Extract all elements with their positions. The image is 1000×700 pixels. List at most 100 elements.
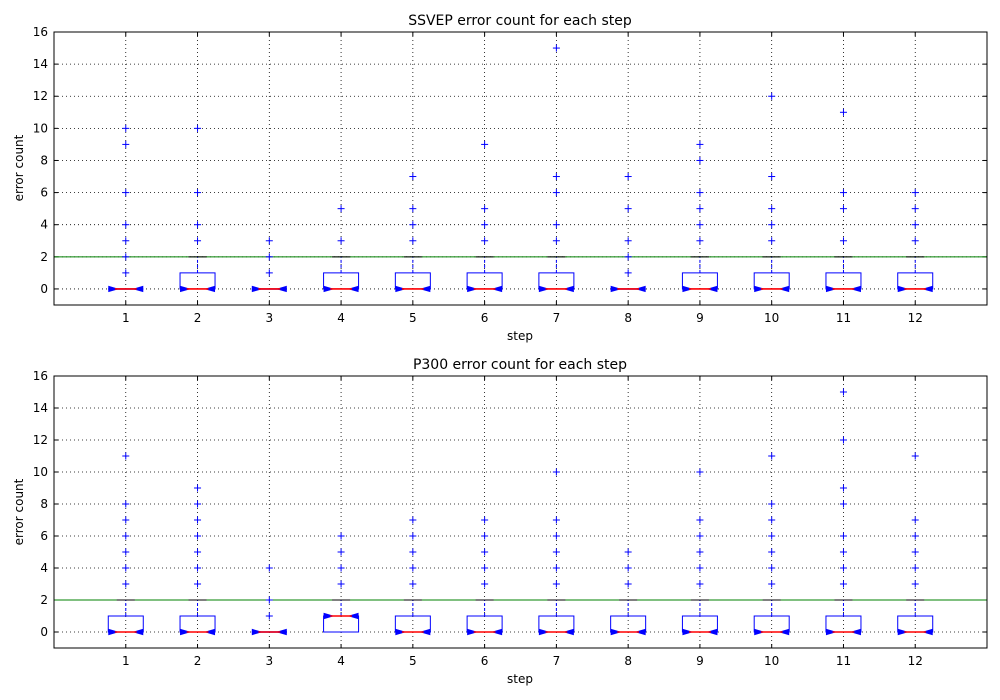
box-step-2 xyxy=(179,484,216,636)
outlier-point xyxy=(337,237,345,245)
x-axis-label: step xyxy=(507,672,533,686)
x-tick-label: 5 xyxy=(409,311,417,325)
outlier-point xyxy=(768,548,776,556)
outlier-point xyxy=(839,500,847,508)
box-step-8 xyxy=(610,548,647,636)
outlier-point xyxy=(265,237,273,245)
box-step-7 xyxy=(538,44,575,293)
notch-left xyxy=(610,628,622,636)
outlier-point xyxy=(409,173,417,181)
outlier-point xyxy=(265,596,273,604)
outlier-point xyxy=(122,500,130,508)
box-step-6 xyxy=(466,516,503,636)
x-tick-label: 10 xyxy=(764,654,779,668)
notch-left xyxy=(897,628,909,636)
outlier-point xyxy=(911,221,919,229)
notch-left xyxy=(682,285,694,293)
box-step-4 xyxy=(323,205,360,293)
outlier-point xyxy=(552,516,560,524)
outlier-point xyxy=(768,221,776,229)
notch-left xyxy=(180,628,192,636)
outlier-point xyxy=(122,124,130,132)
notch-left xyxy=(180,285,192,293)
y-tick-label: 4 xyxy=(40,218,48,232)
outlier-point xyxy=(409,205,417,213)
outlier-point xyxy=(696,221,704,229)
outlier-point xyxy=(624,205,632,213)
outlier-point xyxy=(911,532,919,540)
outlier-point xyxy=(768,92,776,100)
x-tick-label: 12 xyxy=(908,654,923,668)
outlier-point xyxy=(839,205,847,213)
notch-left xyxy=(538,628,550,636)
notch-left xyxy=(323,612,335,620)
outlier-point xyxy=(337,532,345,540)
outlier-point xyxy=(122,269,130,277)
outlier-point xyxy=(552,189,560,197)
outlier-point xyxy=(552,564,560,572)
y-tick-label: 16 xyxy=(33,25,48,39)
y-tick-label: 8 xyxy=(40,153,48,167)
x-tick-label: 9 xyxy=(696,654,704,668)
notch-right xyxy=(275,285,287,293)
notch-right xyxy=(132,628,144,636)
chart-title: SSVEP error count for each step xyxy=(408,13,632,29)
notch-left xyxy=(467,628,479,636)
outlier-point xyxy=(481,564,489,572)
outlier-point xyxy=(696,548,704,556)
box-step-12 xyxy=(897,452,934,636)
notch-left xyxy=(897,285,909,293)
outlier-point xyxy=(194,580,202,588)
outlier-point xyxy=(337,548,345,556)
outlier-point xyxy=(552,548,560,556)
y-tick-label: 6 xyxy=(40,186,48,200)
x-tick-label: 9 xyxy=(696,311,704,325)
outlier-point xyxy=(481,140,489,148)
outlier-point xyxy=(552,580,560,588)
outlier-point xyxy=(911,189,919,197)
x-tick-label: 3 xyxy=(265,654,273,668)
notch-right xyxy=(275,628,287,636)
outlier-point xyxy=(481,580,489,588)
y-tick-label: 0 xyxy=(40,625,48,639)
notch-right xyxy=(419,628,431,636)
outlier-point xyxy=(194,516,202,524)
outlier-point xyxy=(624,269,632,277)
notch-right xyxy=(778,628,790,636)
outlier-point xyxy=(481,221,489,229)
outlier-point xyxy=(552,44,560,52)
notch-left xyxy=(467,285,479,293)
box-step-9 xyxy=(681,468,718,636)
outlier-point xyxy=(122,548,130,556)
outlier-point xyxy=(839,548,847,556)
outlier-point xyxy=(552,173,560,181)
outlier-point xyxy=(624,580,632,588)
box-step-11 xyxy=(825,108,862,293)
notch-right xyxy=(849,285,861,293)
y-tick-label: 10 xyxy=(33,121,48,135)
notch-left xyxy=(395,285,407,293)
notch-right xyxy=(706,628,718,636)
outlier-point xyxy=(839,532,847,540)
notch-left xyxy=(108,628,120,636)
box-step-9 xyxy=(681,140,718,293)
outlier-point xyxy=(122,580,130,588)
notch-right xyxy=(204,285,216,293)
box-step-8 xyxy=(610,173,646,293)
outlier-point xyxy=(696,237,704,245)
notch-left xyxy=(251,628,263,636)
x-tick-label: 7 xyxy=(553,654,561,668)
x-tick-label: 12 xyxy=(908,311,923,325)
x-tick-label: 10 xyxy=(764,311,779,325)
box-step-12 xyxy=(897,189,934,293)
notch-right xyxy=(491,285,503,293)
outlier-point xyxy=(768,452,776,460)
outlier-point xyxy=(409,516,417,524)
outlier-point xyxy=(194,221,202,229)
notch-left xyxy=(395,628,407,636)
box-step-1 xyxy=(107,452,144,636)
outlier-point xyxy=(409,564,417,572)
x-tick-label: 11 xyxy=(836,311,851,325)
